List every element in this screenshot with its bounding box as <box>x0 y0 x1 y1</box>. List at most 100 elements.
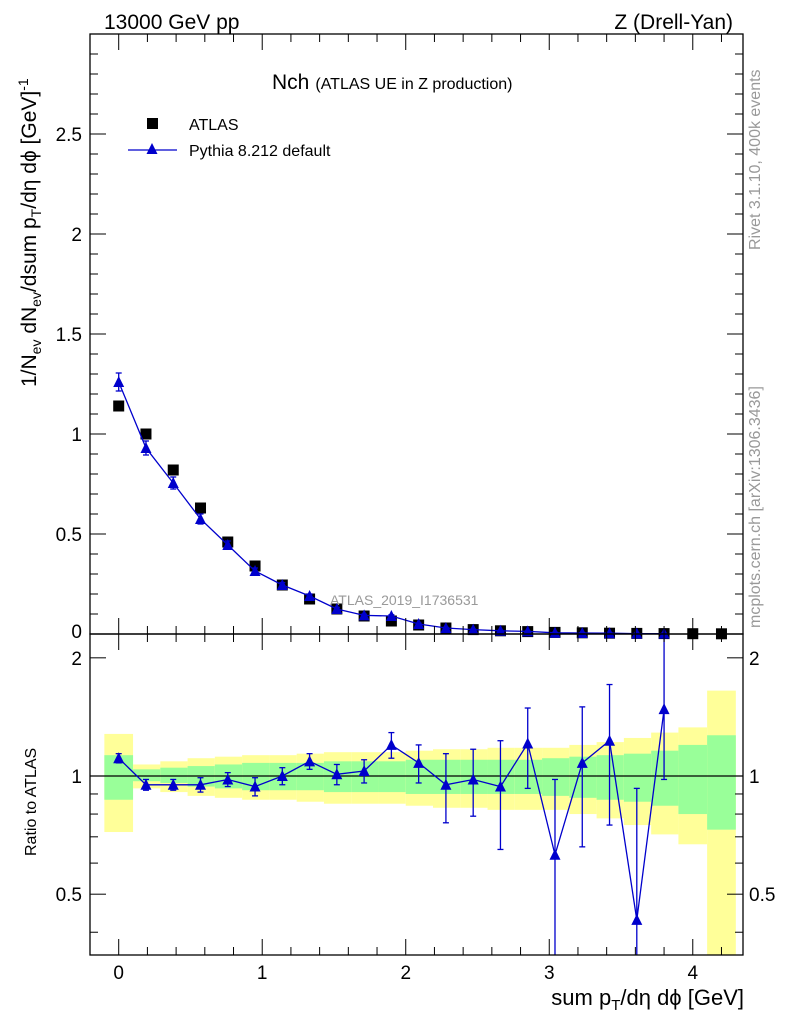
y-tick-label: 0.5 <box>56 525 82 546</box>
x-axis-label: sum pT/dη dϕ [GeV] <box>551 985 744 1014</box>
ratio-mc-point <box>413 756 425 768</box>
ratio-mc-point <box>304 755 316 767</box>
ratio-mc-point <box>658 703 670 715</box>
y-axis-label-part: 1/N <box>18 354 41 387</box>
rivet-label: Rivet 3.1.10, 400k events <box>747 69 764 250</box>
ratio-mc-point <box>195 778 207 790</box>
mc-point <box>140 442 152 453</box>
ratio-mc-point <box>276 770 288 782</box>
ratio-mc-point <box>385 738 397 750</box>
ratio-y-tick-label: 2 <box>71 649 82 670</box>
band-inner <box>160 767 188 783</box>
band-inner <box>596 755 624 800</box>
x-tick-label: 2 <box>400 963 411 984</box>
x-tick-label: 4 <box>687 963 698 984</box>
x-axis-label-part: sum p <box>551 985 611 1010</box>
x-tick-label: 0 <box>113 963 124 984</box>
ratio-mc-point <box>358 764 370 776</box>
y-tick-label: 1 <box>71 425 82 446</box>
ratio-mc-point <box>167 778 179 790</box>
mcplots-label: mcplots.cern.ch [arXiv:1306.3436] <box>747 386 764 628</box>
ratio-mc-point <box>222 773 234 785</box>
ratio-mc-point <box>467 773 479 785</box>
band-inner <box>542 758 570 796</box>
ratio-mc-point <box>631 913 643 925</box>
ratio-mc-point <box>522 737 534 749</box>
ratio-mc-point <box>331 768 343 780</box>
energy-label: 13000 GeV pp <box>104 11 239 34</box>
ratio-mc-point <box>140 778 152 790</box>
legend-mc-label: Pythia 8.212 default <box>189 143 331 160</box>
main-panel: 0.5 1 1.5 2 2.5 0 <box>56 33 744 643</box>
x-tick-label: 3 <box>544 963 555 984</box>
y-axis-label-part: ev <box>28 292 44 307</box>
y-axis-label-part: T <box>28 208 44 217</box>
mc-point <box>167 477 179 488</box>
band-inner <box>678 744 708 815</box>
analysis-tag: ATLAS_2019_I1736531 <box>330 592 479 608</box>
ratio-mc-point <box>494 780 506 792</box>
band-inner <box>623 753 652 802</box>
mc-point <box>494 624 506 636</box>
mc-point <box>440 622 452 633</box>
mc-point <box>467 623 479 635</box>
plot-title-main: Nch <box>272 71 309 94</box>
x-tick-label: 1 <box>257 963 268 984</box>
x-axis-label-part: /dη dϕ [GeV] <box>620 985 744 1010</box>
ratio-mc-point <box>604 734 616 746</box>
y-axis-label-part: /dsum p <box>18 217 41 292</box>
band-inner <box>707 735 736 830</box>
plot-title: Nch (ATLAS UE in Z production) <box>272 71 512 94</box>
legend-data-marker <box>147 118 158 129</box>
mc-point <box>358 609 370 621</box>
process-label: Z (Drell-Yan) <box>614 11 733 34</box>
mc-point <box>195 513 207 524</box>
mc-point <box>549 626 561 638</box>
ratio-mc-point <box>576 756 588 768</box>
ratio-y-tick-label-right: 0.5 <box>749 885 775 906</box>
band-inner <box>378 761 406 793</box>
ratio-y-tick-label-right: 2 <box>749 649 760 670</box>
mc-point <box>249 565 261 576</box>
mc-point <box>113 376 125 387</box>
y-axis-label: 1/Nev dNev/dsum pT/dη dϕ [GeV]-1 <box>15 78 44 387</box>
data-point <box>167 464 179 476</box>
data-point <box>140 428 152 440</box>
ratio-y-tick-label-right: 1 <box>749 767 760 788</box>
y-axis-label-part: ev <box>28 340 44 355</box>
y-tick-label-zero: 0 <box>71 622 82 643</box>
mc-point <box>413 618 425 629</box>
plot-title-sub: (ATLAS UE in Z production) <box>315 76 512 93</box>
y-axis-label-part: dN <box>18 307 41 340</box>
y-axis-label-part: -1 <box>15 78 31 91</box>
ratio-y-tick-label: 0.5 <box>56 885 82 906</box>
band-inner <box>133 769 161 782</box>
band-inner <box>351 761 379 793</box>
y-axis-label-part: /dη dϕ [GeV] <box>18 91 41 209</box>
legend: ATLAS Pythia 8.212 default <box>128 117 331 160</box>
mc-point <box>385 610 397 621</box>
y-tick-label: 1.5 <box>56 325 82 346</box>
ratio-mc-point <box>113 752 125 764</box>
ratio-mc-point <box>249 780 261 792</box>
x-axis-label-part: T <box>611 997 620 1014</box>
ratio-mc-point <box>440 778 452 790</box>
mc-point <box>331 603 343 614</box>
ratio-y-axis-label: Ratio to ATLAS <box>23 748 40 856</box>
data-point <box>113 400 125 412</box>
legend-mc-marker <box>146 143 158 154</box>
mc-point <box>576 627 588 638</box>
ratio-mc-point <box>549 848 561 860</box>
ratio-y-tick-label: 1 <box>71 767 82 788</box>
mc-point <box>276 579 288 590</box>
ratio-panel: 0.5 0.5 1 1 2 2 0 1 2 3 4 <box>56 633 775 984</box>
main-frame <box>89 33 744 635</box>
data-point <box>195 502 207 514</box>
y-tick-label: 2 <box>71 225 82 246</box>
mc-point <box>222 539 234 550</box>
y-tick-label: 2.5 <box>56 125 82 146</box>
ratio-frame <box>89 633 744 956</box>
legend-data-label: ATLAS <box>189 117 239 134</box>
mc-point <box>304 590 316 601</box>
